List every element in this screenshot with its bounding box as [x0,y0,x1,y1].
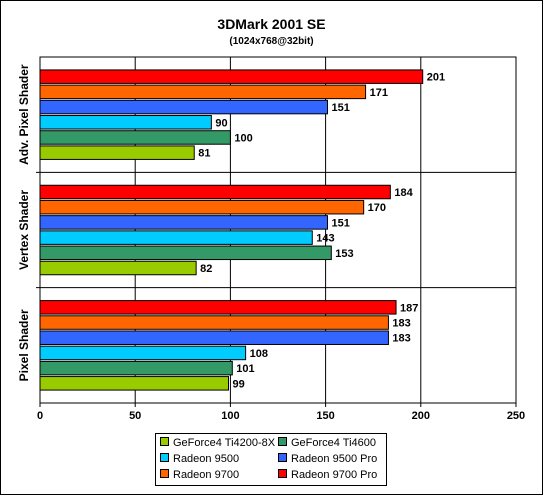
bar-value-label: 82 [200,263,212,275]
bar-value-label: 143 [316,233,334,245]
plot-area [39,56,517,404]
bar-value-label: 151 [332,102,350,114]
legend-label: Radeon 9700 Pro [291,469,378,481]
bar [39,215,329,230]
bar-value-label: 183 [392,333,410,345]
legend-item: Radeon 9500 [160,452,239,467]
bar [39,69,424,84]
bar-value-label: 153 [335,248,353,260]
bar [39,245,332,261]
legend-label: Radeon 9500 Pro [291,453,378,465]
legend-swatch [160,437,169,446]
group-label: Adv. Pixel Shader [17,64,31,165]
bar [39,300,397,315]
bar-value-label: 151 [332,217,350,229]
bar-value-label: 184 [394,187,413,199]
legend-label: GeForce4 Ti4200-8X [173,437,276,449]
legend-label: Radeon 9500 [173,453,240,465]
x-tick-label: 150 [316,410,334,422]
x-tick-label: 200 [412,410,430,422]
bar-value-label: 101 [236,363,254,375]
bar [39,184,391,200]
bar [39,84,367,100]
bar-value-label: 90 [215,117,227,129]
bar [39,130,231,145]
legend-swatch [278,453,287,462]
bar [39,345,247,361]
x-tick-label: 50 [129,410,141,422]
legend-item: Radeon 9700 Pro [278,468,377,483]
x-tick-label: 100 [221,410,239,422]
chart-legend: GeForce4 Ti4200-8X GeForce4 Ti4600 Radeon … [155,433,387,486]
chart-subtitle: (1024x768@32bit) [229,36,314,47]
bar [39,99,329,115]
legend-label: Radeon 9700 [173,469,240,481]
group-label: Vertex Shader [17,190,31,270]
group-label: Pixel Shader [17,309,31,381]
legend-label: GeForce4 Ti4600 [291,437,376,449]
bar-value-label: 187 [400,302,418,314]
bar [39,315,389,330]
bar [39,115,212,130]
legend-swatch [278,437,287,446]
x-tick-label: 0 [37,410,43,422]
bar-value-label: 99 [232,378,244,390]
bar [39,360,233,376]
legend-swatch [160,469,169,478]
bar [39,230,313,245]
bar [39,260,197,276]
bar-value-label: 108 [250,348,268,360]
legend-item: GeForce4 Ti4200-8X [160,436,275,451]
legend-item: Radeon 9500 Pro [278,452,377,467]
bar-value-label: 100 [234,132,252,144]
legend-item: Radeon 9700 [160,468,239,483]
bar [39,376,229,391]
bar [39,330,389,345]
legend-swatch [278,469,287,478]
legend-swatch [160,453,169,462]
bar-value-label: 170 [368,202,386,214]
bar [39,199,365,215]
bar-value-label: 81 [198,148,210,160]
bar-value-label: 171 [370,87,388,99]
x-tick-label: 250 [507,410,525,422]
legend-item: GeForce4 Ti4600 [278,436,376,451]
bar-value-label: 183 [392,318,410,330]
bar [39,145,195,160]
bar-value-label: 201 [427,72,445,84]
chart-title: 3DMark 2001 SE [217,16,326,32]
